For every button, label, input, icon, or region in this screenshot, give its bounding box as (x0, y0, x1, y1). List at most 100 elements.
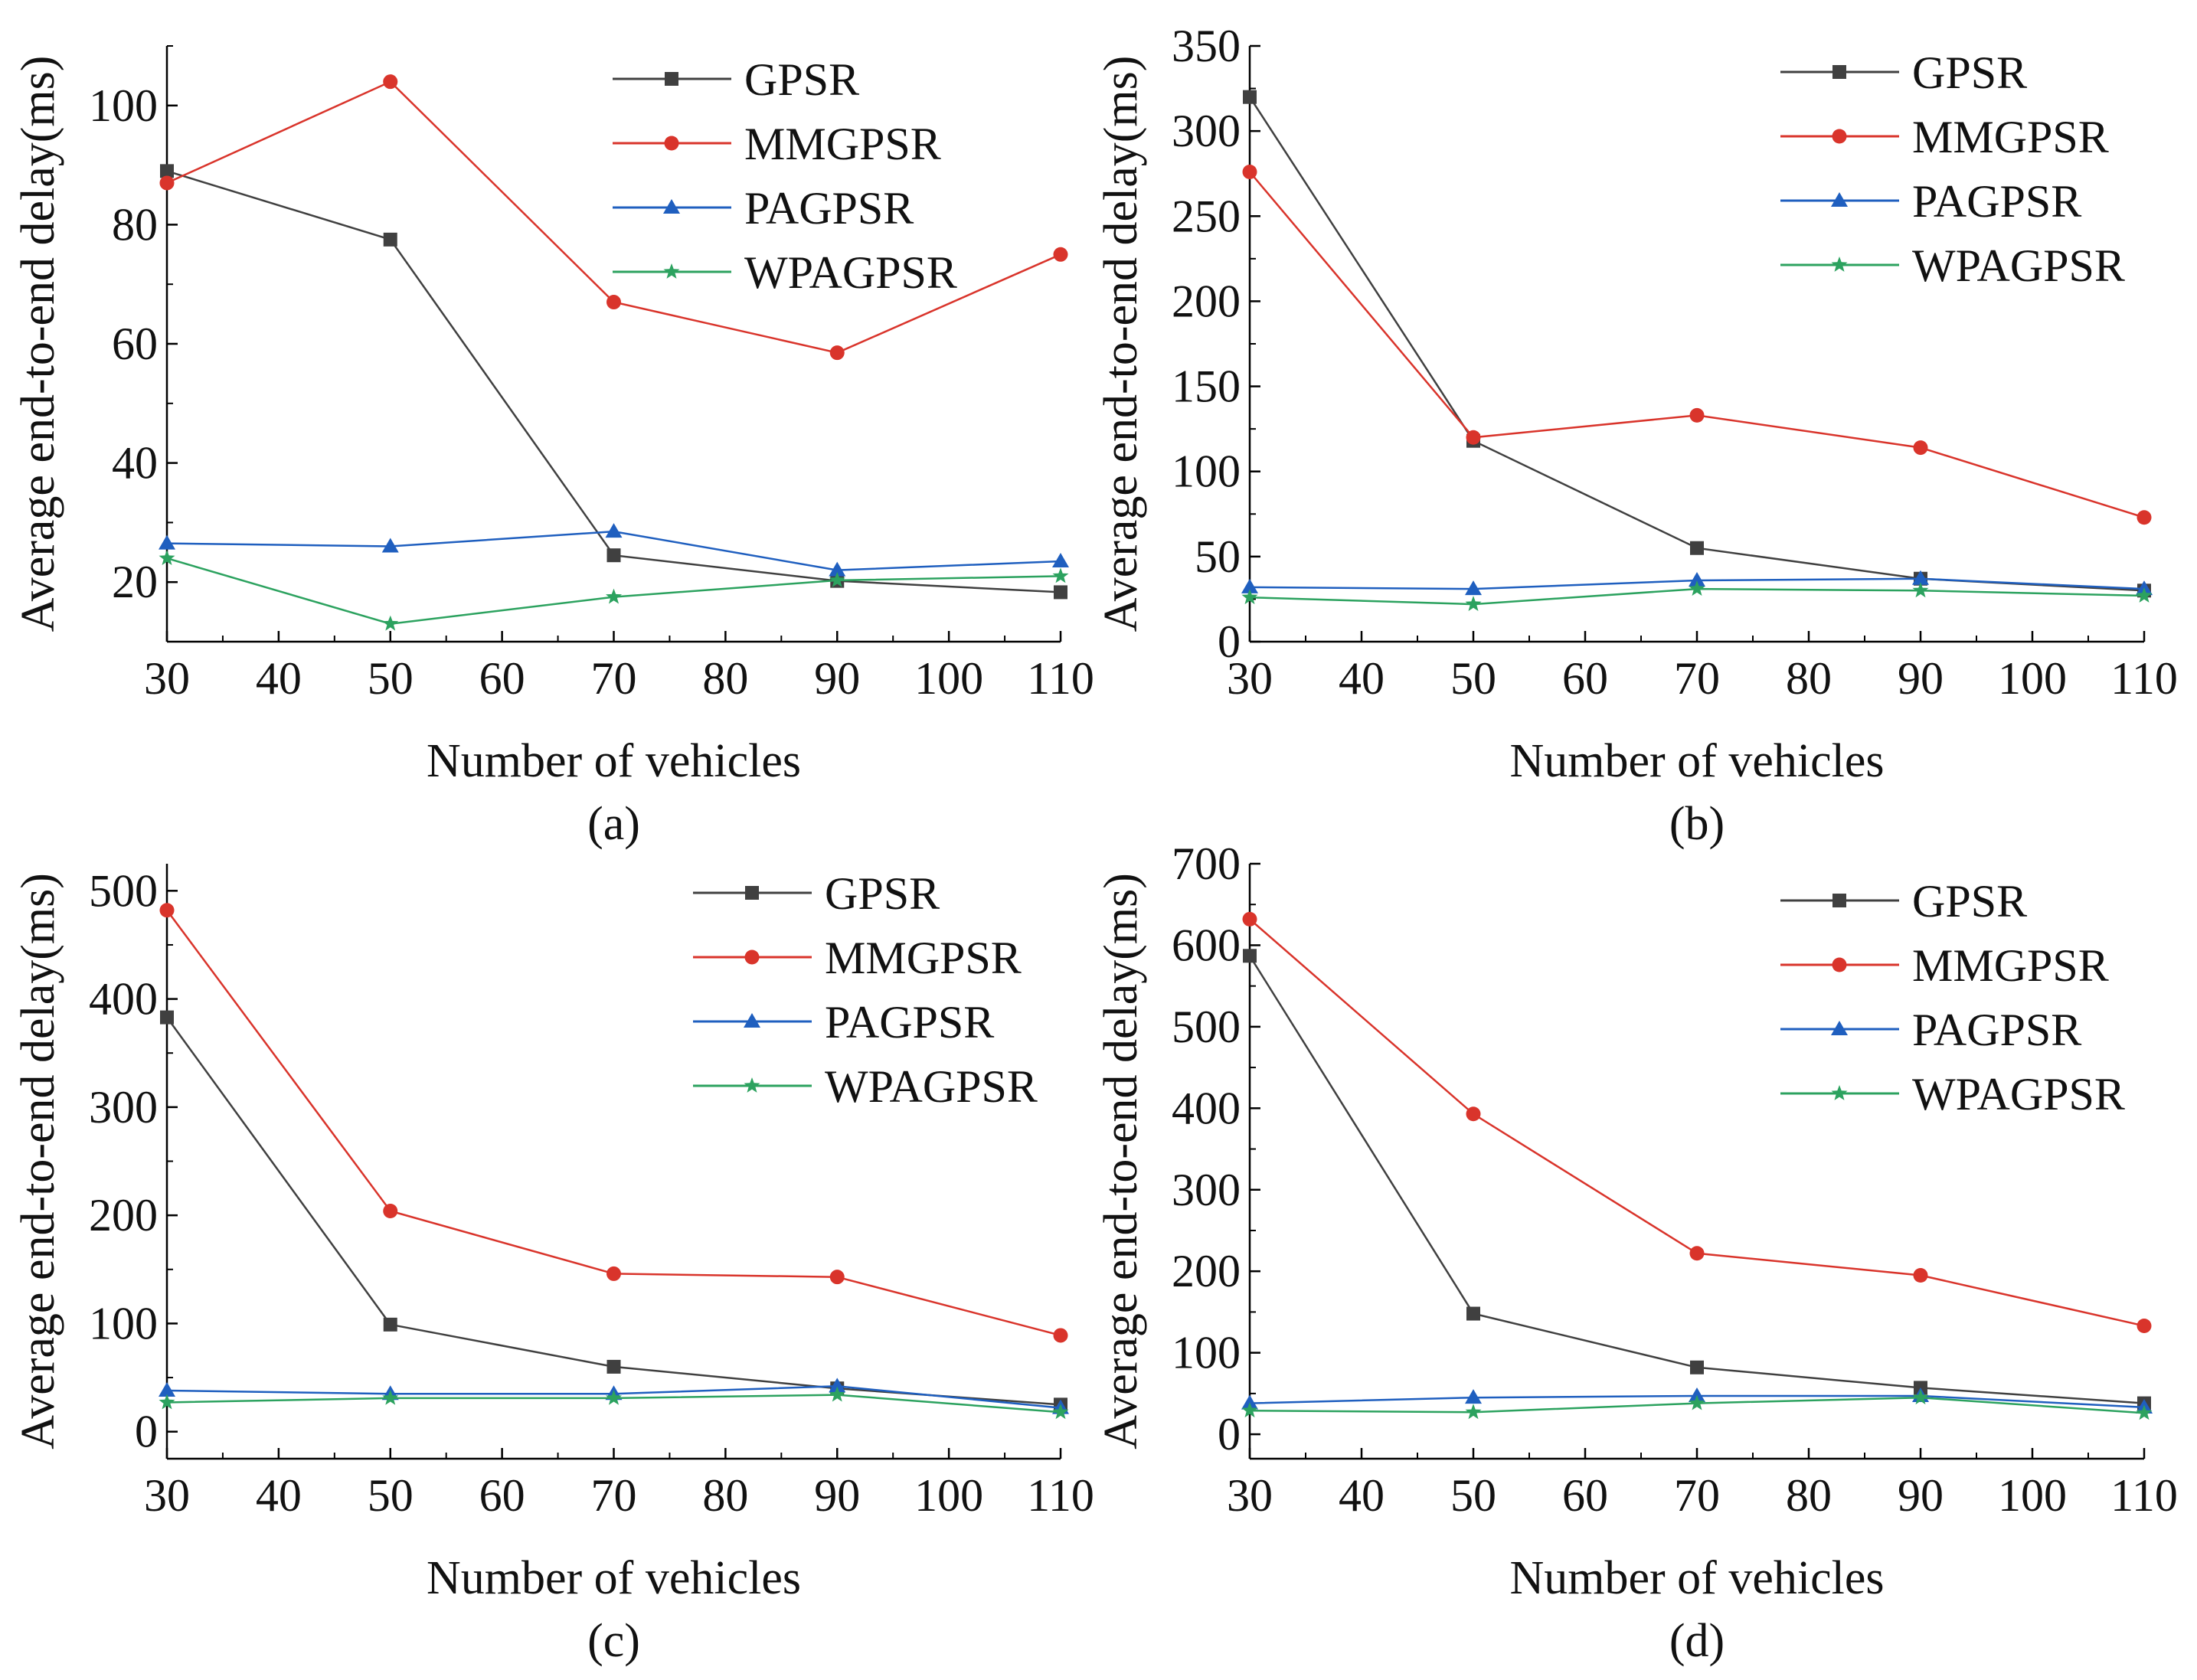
panel-a-x-axis-label: Number of vehicles (427, 735, 801, 787)
panel-b-series-pagpsr (1241, 570, 2153, 596)
panel-b-x-tick-label: 60 (1562, 653, 1608, 704)
panel-a-series-gpsr-point (1054, 585, 1067, 600)
panel-d-x-axis-label: Number of vehicles (1510, 1552, 1885, 1604)
panel-a-x-tick-label: 80 (702, 653, 748, 704)
panel-d-y-tick-label: 100 (1172, 1328, 1241, 1378)
panel-a-series-pagpsr-point (829, 561, 846, 577)
panel-d-series-wpagpsr-point (1241, 1402, 1258, 1418)
panel-c-x-tick-label: 80 (702, 1470, 748, 1521)
panel-a-x-tick-label: 90 (814, 653, 860, 704)
panel-d-legend-label: PAGPSR (1912, 1005, 2081, 1055)
panel-c-legend-label: GPSR (825, 868, 940, 919)
panel-a-legend-marker (663, 263, 680, 279)
panel-b-series-pagpsr-point (1241, 578, 1258, 593)
panel-a-y-axis-label: Average end-to-end delay(ms) (12, 56, 64, 632)
panel-b-y-tick-label: 200 (1172, 276, 1241, 326)
panel-d-legend-label: WPAGPSR (1912, 1069, 2125, 1119)
panel-b-series-mmgpsr-point (1913, 440, 1928, 456)
panel-b-x-tick-label: 80 (1786, 653, 1832, 704)
panel-a-series-gpsr-point (160, 164, 174, 178)
panel-b-series-mmgpsr-point (1242, 164, 1257, 179)
panel-d-y-tick-label: 400 (1172, 1083, 1241, 1133)
panel-a-series-mmgpsr (159, 74, 1068, 361)
panel-b-series-gpsr (1243, 90, 2151, 598)
panel-d-series-wpagpsr-point (2136, 1404, 2153, 1420)
panel-c-legend-marker (744, 1013, 760, 1028)
panel-d-series-wpagpsr-point (1465, 1404, 1482, 1420)
panel-d-y-tick-label: 600 (1172, 920, 1241, 970)
panel-b-series-wpagpsr (1241, 580, 2153, 611)
panel-c-series-wpagpsr-point (382, 1389, 399, 1405)
panel-d-series-mmgpsr-point (1466, 1106, 1481, 1122)
panel-c-y-tick-label: 500 (89, 865, 158, 916)
panel-a-series-wpagpsr-point (1052, 567, 1069, 583)
panel-d-series-pagpsr-point (1241, 1394, 1258, 1410)
panel-d-legend-label: GPSR (1912, 876, 2027, 927)
panel-b-series-gpsr-line (1248, 96, 2145, 592)
panel-a-series-pagpsr (159, 523, 1069, 577)
panel-c-legend-label: WPAGPSR (825, 1061, 1038, 1112)
panel-a-y-tick-label: 40 (112, 438, 158, 489)
panel-c-x-axis-label: Number of vehicles (427, 1552, 801, 1604)
panel-d-series-pagpsr-point (1465, 1389, 1482, 1404)
panel-a-series-gpsr-point (383, 232, 397, 247)
panel-d-series-gpsr-point (1466, 1306, 1480, 1321)
panel-d-x-tick-label: 60 (1562, 1470, 1608, 1521)
panel-b-x-tick-label: 30 (1227, 653, 1273, 704)
panel-b-series-pagpsr-point (1689, 571, 1705, 587)
panel-a-series-mmgpsr-point (1053, 247, 1068, 262)
panel-d-legend-marker (1832, 957, 1847, 972)
panel-b-legend-marker (1831, 192, 1848, 207)
panel-b-y-tick-label: 300 (1172, 106, 1241, 156)
panel-c: 30 40 50 60 70 80 90 100 110 0 100 200 300 400 500 Numb… (12, 864, 1094, 1667)
panel-b-series-gpsr-point (1690, 541, 1704, 555)
panel-d-x-tick-label: 50 (1450, 1470, 1496, 1521)
panel-c-legend: GPSR MMGPSR PAGPSR WPAGPSR (693, 868, 1038, 1112)
panel-a-legend-label: PAGPSR (744, 183, 914, 234)
panel-b-series-wpagpsr-point (1241, 589, 1258, 605)
panel-a-series-mmgpsr-point (829, 345, 845, 361)
panel-c-legend-marker (744, 1077, 760, 1093)
panel-d-y-tick-label: 500 (1172, 1002, 1241, 1052)
panel-a-series-pagpsr-point (381, 538, 399, 553)
panel-d-legend-marker (1831, 1085, 1848, 1100)
panel-c-legend-label: PAGPSR (825, 997, 994, 1048)
panel-d-series-gpsr-point (1243, 949, 1257, 963)
panel-d-x-tick-label: 70 (1674, 1470, 1720, 1521)
panel-a-legend-marker (665, 72, 678, 86)
panel-d-x-tick-label: 100 (1998, 1470, 2067, 1521)
panel-d-x-tick-label: 90 (1898, 1470, 1944, 1521)
panel-b-y-tick-label: 350 (1172, 21, 1241, 71)
panel-c-series-pagpsr-point (829, 1378, 846, 1393)
panel-c-y-tick-label: 200 (89, 1190, 158, 1240)
panel-b-x-tick-label: 110 (2110, 653, 2178, 704)
panel-d-series-mmgpsr-point (1689, 1246, 1705, 1261)
panel-d-label: (d) (1669, 1615, 1725, 1667)
panel-b-legend-label: GPSR (1912, 47, 2027, 98)
panel-d-y-tick-label: 200 (1172, 1246, 1241, 1296)
panel-d-series-wpagpsr (1241, 1389, 2153, 1420)
panel-b-x-tick-label: 40 (1339, 653, 1385, 704)
panel-d-legend-marker (1832, 894, 1846, 907)
panel-a-series-wpagpsr-point (382, 615, 399, 631)
panel-a-x-tick-label: 110 (1027, 653, 1094, 704)
panel-a-x-tick-label: 70 (591, 653, 637, 704)
panel-a: 30 40 50 60 70 80 90 100 110 20 40 60 80 100 Number of… (12, 45, 1094, 850)
panel-b-y-axis-label: Average end-to-end delay(ms) (1095, 56, 1147, 632)
panel-c-series-mmgpsr-point (606, 1266, 621, 1281)
panel-c-series-mmgpsr (159, 903, 1068, 1343)
panel-b-y-tick-label: 250 (1172, 191, 1241, 241)
panel-c-x-tick-label: 70 (591, 1470, 637, 1521)
panel-a-series-mmgpsr-point (383, 74, 398, 90)
panel-a-series-wpagpsr-point (829, 571, 845, 587)
panel-a-series-mmgpsr-point (159, 175, 175, 191)
panel-c-x-tick-label: 60 (479, 1470, 525, 1521)
panel-a-legend: GPSR MMGPSR PAGPSR WPAGPSR (613, 54, 957, 298)
panel-a-series-pagpsr-point (1052, 552, 1069, 567)
panel-c-legend-marker (744, 949, 760, 965)
panel-c-x-tick-label: 50 (368, 1470, 414, 1521)
panel-d-y-tick-label: 0 (1218, 1409, 1241, 1459)
panel-c-y-tick-label: 300 (89, 1082, 158, 1133)
panel-d-x-tick-label: 80 (1786, 1470, 1832, 1521)
